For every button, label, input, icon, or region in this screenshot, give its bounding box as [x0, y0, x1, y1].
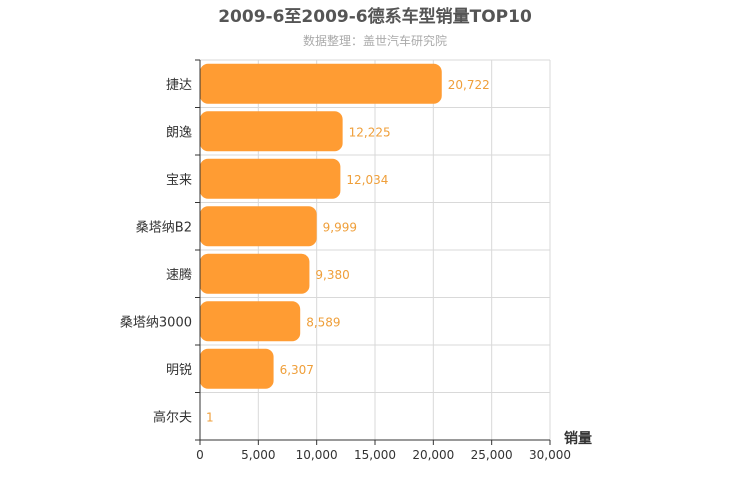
- bars: 20,722 12,225 12,034 9,999 9,380 8,589 6,307 1: [200, 63, 490, 424]
- x-tick-label: 0: [196, 448, 204, 462]
- category-label: 朗逸: [166, 125, 192, 140]
- data-label: 6,307: [280, 363, 314, 377]
- data-label: 20,722: [448, 78, 490, 92]
- data-label: 12,034: [346, 173, 388, 187]
- data-label: 9,999: [323, 220, 357, 234]
- data-label: 1: [206, 410, 214, 424]
- category-label: 宝来: [166, 173, 192, 188]
- category-label: 桑塔纳B2: [136, 220, 192, 235]
- x-tick-label: 5,000: [241, 448, 275, 462]
- bar: [200, 63, 442, 104]
- x-tick-label: 10,000: [296, 448, 338, 462]
- category-label: 高尔夫: [153, 409, 192, 425]
- category-label: 桑塔纳3000: [120, 315, 192, 330]
- bar: [200, 111, 343, 152]
- bar: [200, 206, 317, 247]
- x-tick-label: 20,000: [412, 448, 454, 462]
- bar: [200, 348, 274, 389]
- bar: [200, 301, 301, 342]
- x-tick-label: 25,000: [471, 448, 513, 462]
- bar: [200, 158, 341, 199]
- data-label: 8,589: [306, 315, 340, 329]
- data-label: 9,380: [315, 268, 349, 282]
- grid-lines: [200, 59, 551, 440]
- data-label: 12,225: [349, 125, 391, 139]
- bar: [200, 253, 310, 294]
- chart-subtitle: 数据整理：盖世汽车研究院: [303, 33, 447, 48]
- x-tick-label: 15,000: [354, 448, 396, 462]
- category-label: 明锐: [166, 363, 192, 378]
- category-label: 捷达: [166, 78, 192, 93]
- x-axis-label: 销量: [564, 430, 592, 447]
- category-label: 速腾: [166, 267, 192, 283]
- chart-title: 2009-6至2009-6德系车型销量TOP10: [218, 6, 532, 27]
- x-tick-label: 30,000: [529, 448, 571, 462]
